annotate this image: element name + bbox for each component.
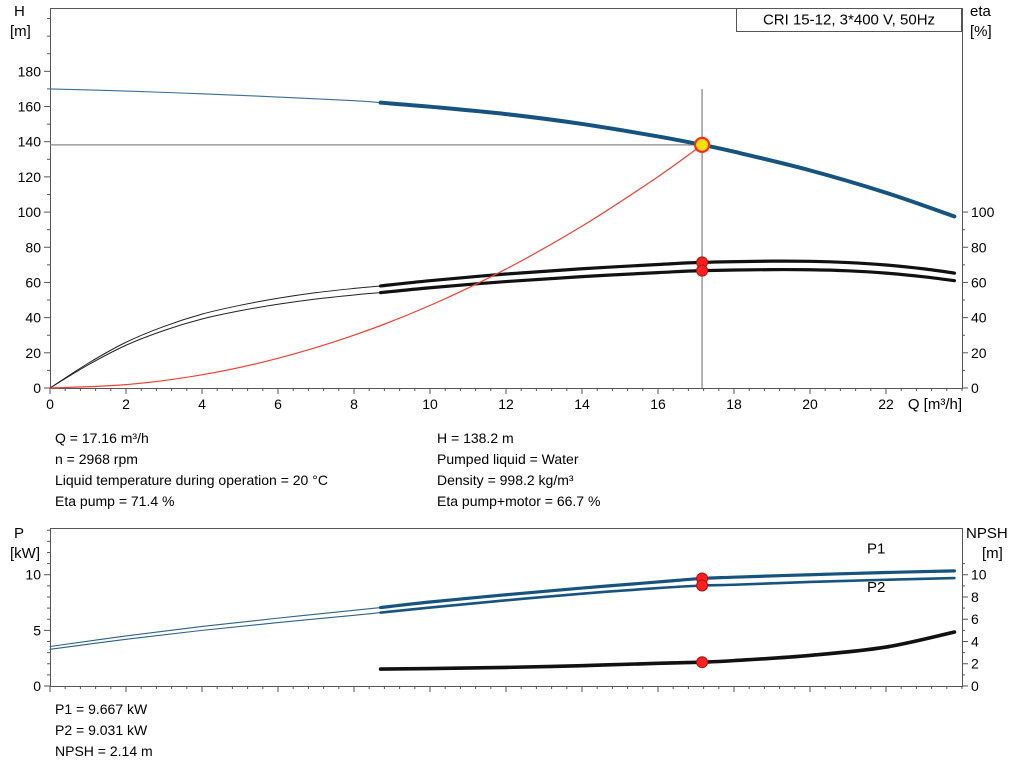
duty-point-marker[interactable]	[693, 136, 711, 153]
npsh-axis-unit: [m]	[982, 545, 1003, 562]
y-tick-label: 10	[971, 567, 987, 583]
y-tick-label: 0	[971, 678, 979, 694]
q-axis-title: Q [m³/h]	[908, 396, 962, 413]
eta-pump-curve	[379, 259, 956, 288]
head-curve-extrapolated	[49, 88, 382, 104]
density-value: Density = 998.2 kg/m³	[437, 472, 574, 488]
operating-data-left: Q = 17.16 m³/h n = 2968 rpm Liquid tempe…	[55, 428, 328, 512]
p2-curve	[379, 576, 956, 614]
eta-pump-motor-value: Eta pump+motor = 66.7 %	[437, 493, 601, 509]
pumped-liquid-value: Pumped liquid = Water	[437, 451, 579, 467]
y-tick-label: 0	[33, 380, 41, 396]
eta-pump-motor-operating-dot	[696, 264, 709, 277]
x-tick-label: 0	[46, 396, 54, 412]
y-tick-label: 10	[25, 567, 41, 583]
x-tick-label: 2	[122, 396, 130, 412]
p-axis-title: P	[14, 525, 24, 542]
eta-axis-title: eta	[970, 3, 992, 20]
eta-pump-extrapolated	[49, 285, 382, 389]
x-tick-label: 22	[878, 396, 894, 412]
x-tick-label: 12	[498, 396, 514, 412]
chart-title-box: CRI 15-12, 3*400 V, 50Hz	[736, 8, 962, 32]
y-tick-label: 100	[971, 204, 995, 220]
y-tick-label: 20	[971, 345, 987, 361]
x-tick-label: 20	[802, 396, 818, 412]
y-tick-label: 120	[18, 169, 42, 185]
plot-frame	[50, 8, 963, 389]
y-tick-label: 0	[33, 678, 41, 694]
npsh-axis-title: NPSH	[966, 525, 1008, 542]
y-tick-label: 40	[971, 310, 987, 326]
p2-value: P2 = 9.031 kW	[55, 722, 148, 738]
p2-curve-extrapolated	[49, 612, 382, 650]
flow-value: Q = 17.16 m³/h	[55, 430, 149, 446]
y-tick-label: 6	[971, 611, 979, 627]
eta-pump-motor-curve	[379, 267, 956, 295]
p1-curve	[379, 569, 956, 610]
pump-type-title: CRI 15-12, 3*400 V, 50Hz	[763, 12, 935, 29]
y-tick-label: 8	[971, 589, 979, 605]
y-tick-label: 180	[18, 63, 42, 79]
power-npsh-chart: 0 5 10 0 2 4 6 8 10 P1 P2 P [kW] NPSH [m]	[10, 525, 1008, 694]
head-value: H = 138.2 m	[437, 430, 514, 446]
y-tick-label: 100	[18, 204, 42, 220]
x-tick-label: 8	[350, 396, 358, 412]
npsh-value: NPSH = 2.14 m	[55, 743, 153, 759]
head-efficiency-chart: 0 2 4 6 8 10 12 14 16 18 20 22 0 20 40 60 80 100 120 140 160…	[10, 3, 995, 413]
eta-pump-motor-extrapolated	[49, 292, 382, 389]
p-axis-unit: [kW]	[10, 545, 40, 562]
curve-label-p2: P2	[867, 579, 885, 596]
p2-operating-dot	[696, 579, 709, 592]
h-axis-unit: [m]	[10, 23, 31, 40]
h-axis-title: H	[14, 3, 25, 20]
x-tick-label: 6	[274, 396, 282, 412]
y-tick-label: 0	[971, 380, 979, 396]
operating-data-right: H = 138.2 m Pumped liquid = Water Densit…	[437, 428, 600, 512]
curve-label-p1: P1	[867, 541, 885, 558]
y-tick-label: 2	[971, 656, 979, 672]
x-tick-label: 14	[574, 396, 590, 412]
x-tick-label: 18	[726, 396, 742, 412]
y-tick-label: 20	[25, 345, 41, 361]
x-tick-label: 10	[422, 396, 438, 412]
x-tick-label: 16	[650, 396, 666, 412]
system-curve	[49, 144, 703, 389]
y-tick-label: 4	[971, 633, 979, 649]
y-tick-label: 80	[971, 239, 987, 255]
y-tick-label: 160	[18, 99, 42, 115]
y-tick-label: 60	[971, 274, 987, 290]
y-tick-label: 80	[25, 239, 41, 255]
npsh-curve	[378, 630, 957, 671]
x-tick-label: 4	[198, 396, 206, 412]
y-tick-label: 5	[33, 622, 41, 638]
y-tick-label: 60	[25, 274, 41, 290]
plot-frame	[50, 528, 963, 687]
liquid-temperature-value: Liquid temperature during operation = 20…	[55, 472, 328, 488]
eta-axis-unit: [%]	[970, 23, 992, 40]
eta-pump-value: Eta pump = 71.4 %	[55, 493, 175, 509]
p1-curve-extrapolated	[49, 607, 382, 648]
p1-value: P1 = 9.667 kW	[55, 701, 148, 717]
head-curve	[378, 100, 957, 219]
chart-title-box-frame	[736, 8, 962, 32]
speed-value: n = 2968 rpm	[55, 451, 138, 467]
y-tick-label: 140	[18, 134, 42, 150]
power-data-block: P1 = 9.667 kW P2 = 9.031 kW NPSH = 2.14 …	[55, 699, 153, 762]
npsh-operating-dot	[696, 656, 709, 669]
y-tick-label: 40	[25, 310, 41, 326]
